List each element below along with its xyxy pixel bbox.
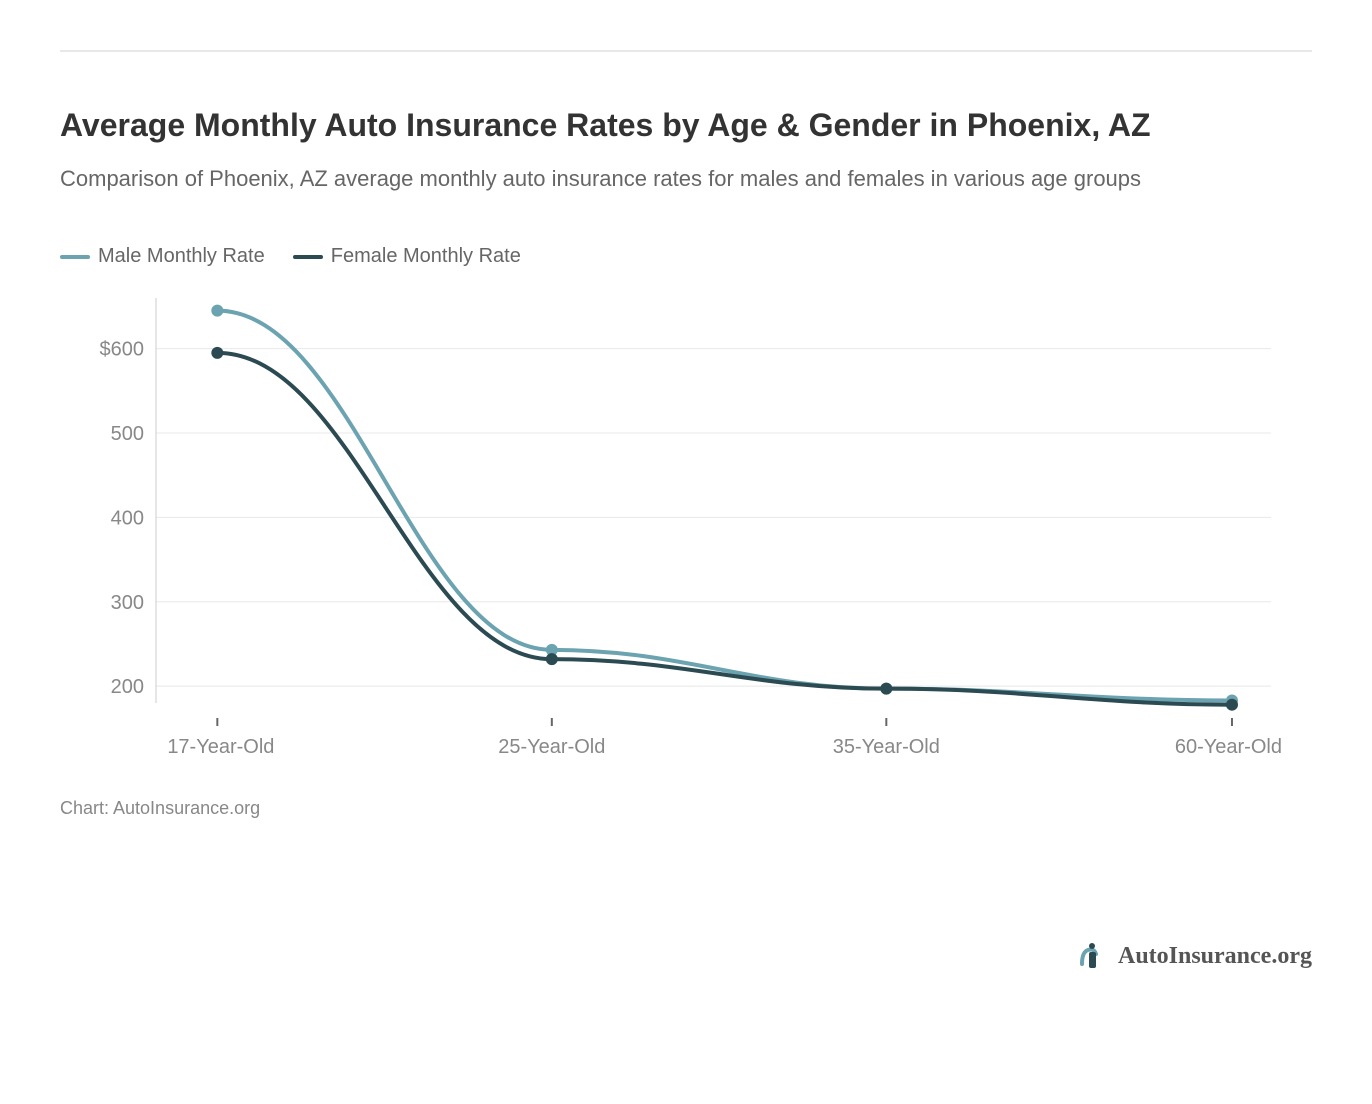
chart-title: Average Monthly Auto Insurance Rates by …: [60, 107, 1312, 144]
legend-item-female: Female Monthly Rate: [293, 245, 521, 268]
svg-text:500: 500: [111, 423, 144, 445]
svg-text:300: 300: [111, 592, 144, 614]
legend-line-male: [60, 255, 90, 259]
svg-text:25-Year-Old: 25-Year-Old: [498, 736, 605, 758]
svg-text:35-Year-Old: 35-Year-Old: [833, 736, 940, 758]
brand-icon: [1074, 938, 1110, 974]
legend-line-female: [293, 255, 323, 259]
svg-text:200: 200: [111, 676, 144, 698]
legend: Male Monthly Rate Female Monthly Rate: [60, 245, 1312, 268]
chart-container: 200 300 400 500 $600 17-Year-Old 25-Year-Old 35…: [60, 288, 1312, 768]
chart-attribution: Chart: AutoInsurance.org: [60, 798, 1312, 819]
svg-text:$600: $600: [100, 339, 145, 361]
svg-text:17-Year-Old: 17-Year-Old: [167, 736, 274, 758]
legend-label-male: Male Monthly Rate: [98, 245, 265, 268]
legend-label-female: Female Monthly Rate: [331, 245, 521, 268]
top-divider: [60, 50, 1312, 52]
chart-subtitle: Comparison of Phoenix, AZ average monthl…: [60, 162, 1312, 195]
brand-text: AutoInsurance.org: [1118, 943, 1312, 970]
svg-text:60-Year-Old: 60-Year-Old: [1175, 736, 1282, 758]
line-chart: 200 300 400 500 $600 17-Year-Old 25-Year-Old 35…: [60, 288, 1312, 768]
brand-logo: AutoInsurance.org: [1074, 938, 1312, 974]
svg-text:400: 400: [111, 507, 144, 529]
legend-item-male: Male Monthly Rate: [60, 245, 265, 268]
